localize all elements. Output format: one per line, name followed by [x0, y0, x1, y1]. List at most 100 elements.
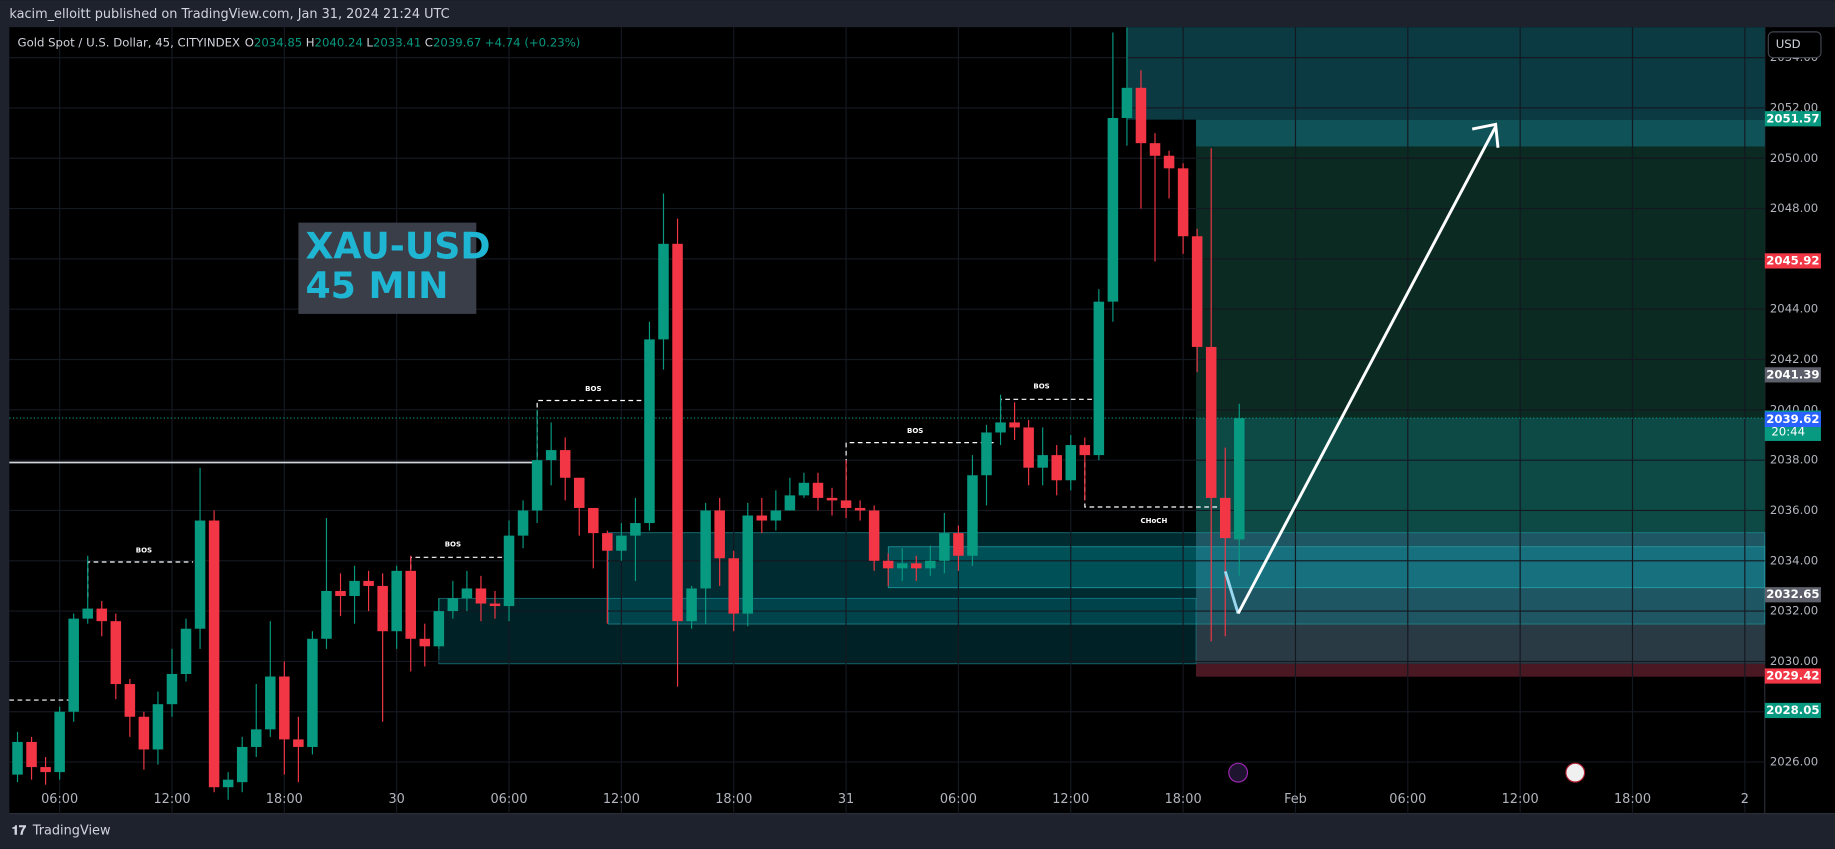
y-tick-label: 2026.00 — [1770, 755, 1818, 769]
candle-body — [1191, 236, 1203, 347]
candle-body — [138, 716, 150, 750]
bos-label: BOS — [445, 539, 461, 548]
legend-value: 2034.85 — [254, 35, 302, 49]
candle-body — [939, 533, 950, 561]
y-tick-label: 2048.00 — [1770, 201, 1818, 215]
candle-body — [911, 563, 922, 569]
arrow-leg — [1236, 125, 1497, 615]
candle-body — [573, 477, 585, 508]
event-icon[interactable] — [1228, 762, 1249, 783]
price-label-bg — [1764, 702, 1821, 719]
candle-body — [503, 535, 515, 607]
candle-body — [1079, 445, 1091, 456]
currency-button[interactable] — [1767, 31, 1822, 59]
price-label: 2029.42 — [1766, 669, 1819, 683]
x-tick-label: 12:00 — [1502, 792, 1539, 807]
price-label: 2041.39 — [1766, 367, 1819, 381]
candle-body — [981, 432, 992, 476]
candle-body — [265, 676, 276, 730]
candle-body — [700, 510, 711, 589]
x-tick-label: 18:00 — [266, 792, 303, 807]
legend-value: 2039.67 — [433, 35, 481, 49]
x-tick-label: 06:00 — [490, 792, 527, 807]
candle-body — [54, 711, 65, 773]
candle-body — [686, 588, 697, 622]
price-label-bg — [1764, 668, 1821, 684]
legend-key: O — [245, 35, 254, 49]
x-tick-label: 2 — [1741, 792, 1749, 807]
zone — [1126, 27, 1765, 120]
choch-label: CHoCH — [1140, 516, 1167, 525]
candle-body — [1037, 455, 1048, 468]
legend-key: C — [425, 35, 433, 49]
y-tick-label: 2030.00 — [1770, 654, 1818, 668]
legend-change: +4.74 (+0.23%) — [485, 35, 581, 49]
candle-body — [784, 495, 796, 511]
candle-body — [1023, 427, 1034, 468]
candle-body — [363, 580, 374, 586]
bos-label: BOS — [1033, 381, 1049, 390]
x-tick-label: 12:00 — [153, 792, 190, 807]
legend: Gold Spot / U.S. Dollar, 45, CITYINDEX O2… — [18, 35, 581, 49]
price-label: 2028.05 — [1766, 703, 1819, 717]
price-label: 2039.62 — [1766, 412, 1819, 426]
candle-body — [194, 520, 206, 629]
candle-body — [826, 497, 838, 501]
y-tick-label: 2034.00 — [1770, 553, 1818, 567]
price-label-bg — [1764, 111, 1821, 127]
candle-body — [658, 243, 669, 340]
candle-body — [728, 558, 739, 614]
zones — [438, 27, 1766, 677]
candle-body — [1149, 143, 1161, 156]
candle-body — [1051, 455, 1062, 481]
candle-body — [882, 560, 894, 569]
candle-body — [588, 507, 599, 534]
zone — [1196, 119, 1765, 147]
candle-body — [349, 580, 360, 597]
zone — [1196, 146, 1765, 419]
candle-body — [854, 507, 866, 511]
zone — [1196, 532, 1765, 664]
candle-body — [307, 638, 318, 747]
candle-body — [1065, 445, 1077, 481]
legend-key: H — [306, 35, 315, 49]
price-label-bg — [1764, 253, 1821, 269]
zone — [1196, 418, 1765, 533]
candle-body — [812, 482, 824, 498]
legend-key: L — [366, 35, 373, 49]
x-tick-label: 06:00 — [1389, 792, 1426, 807]
candle-body — [377, 585, 388, 632]
candle-body — [1093, 301, 1105, 456]
candle-body — [840, 500, 852, 508]
candle-body — [124, 684, 136, 717]
candle-body — [1009, 422, 1020, 428]
candle-body — [967, 475, 978, 556]
candle-body — [1234, 418, 1245, 540]
candle-body — [68, 618, 79, 712]
event-icon[interactable] — [1565, 762, 1586, 783]
price-label-bg — [1764, 411, 1821, 428]
arrow-head — [1471, 122, 1500, 148]
candle-body — [1205, 346, 1217, 498]
candle-body — [770, 510, 782, 521]
candle-body — [896, 563, 908, 569]
candle-body — [279, 676, 290, 740]
candle-body — [335, 590, 346, 597]
candle-body — [531, 460, 543, 511]
candle-body — [798, 482, 810, 496]
candle-body — [602, 533, 613, 551]
candle-body — [461, 588, 473, 599]
x-tick-label: 12:00 — [603, 792, 640, 807]
currency-text[interactable]: USD — [1776, 37, 1801, 51]
candle-body — [1177, 168, 1189, 237]
candle-body — [616, 535, 627, 551]
arrow-leg — [1223, 570, 1240, 614]
candle-body — [166, 673, 178, 705]
price-label-bg — [1764, 367, 1821, 383]
candle-body — [1163, 155, 1175, 169]
candle-body — [475, 588, 487, 604]
x-tick-label: 12:00 — [1052, 792, 1089, 807]
legend-value: 2040.24 — [315, 35, 363, 49]
bos-label: BOS — [136, 545, 152, 554]
